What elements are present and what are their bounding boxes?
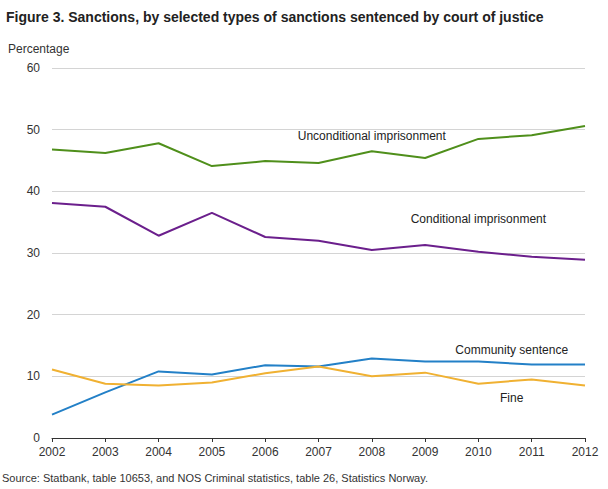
svg-text:30: 30 — [27, 246, 41, 260]
svg-text:2011: 2011 — [519, 445, 545, 459]
svg-text:Source: Statbank, table 10653,: Source: Statbank, table 10653, and NOS C… — [2, 472, 428, 484]
svg-text:40: 40 — [27, 184, 41, 198]
svg-text:Unconditional imprisonment: Unconditional imprisonment — [298, 129, 447, 143]
svg-text:2004: 2004 — [145, 445, 172, 459]
svg-text:2003: 2003 — [92, 445, 119, 459]
svg-text:50: 50 — [27, 123, 41, 137]
svg-text:Community sentence: Community sentence — [455, 343, 568, 357]
svg-text:Conditional imprisonment: Conditional imprisonment — [411, 212, 547, 226]
svg-text:60: 60 — [27, 61, 41, 75]
svg-text:2008: 2008 — [358, 445, 385, 459]
svg-text:Percentage: Percentage — [8, 42, 70, 56]
svg-text:2010: 2010 — [465, 445, 492, 459]
svg-text:Fine: Fine — [500, 391, 524, 405]
svg-text:2006: 2006 — [252, 445, 279, 459]
svg-text:2009: 2009 — [412, 445, 439, 459]
svg-text:0: 0 — [33, 431, 40, 445]
svg-text:2012: 2012 — [572, 445, 599, 459]
svg-text:Figure 3. Sanctions, by select: Figure 3. Sanctions, by selected types o… — [6, 9, 544, 25]
svg-text:2005: 2005 — [199, 445, 226, 459]
svg-text:2007: 2007 — [305, 445, 332, 459]
svg-text:10: 10 — [27, 369, 41, 383]
svg-text:2002: 2002 — [39, 445, 66, 459]
svg-text:20: 20 — [27, 308, 41, 322]
